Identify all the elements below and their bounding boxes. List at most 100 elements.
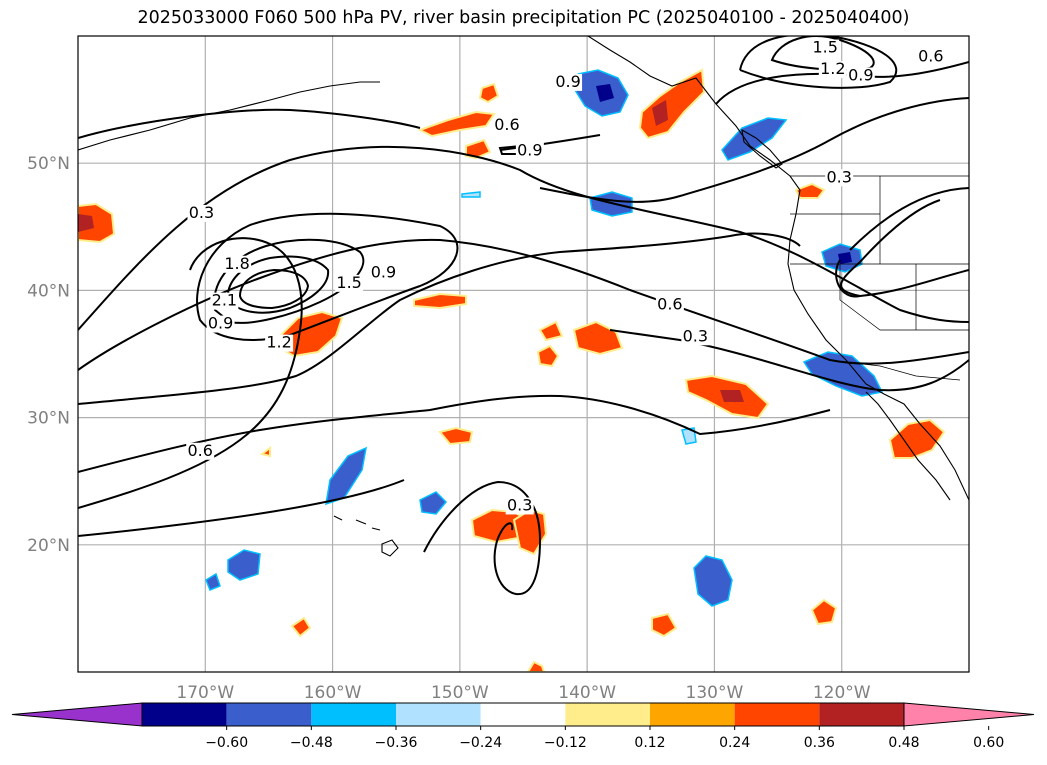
pv-contour-0.9 <box>78 232 801 405</box>
contour-labels: 0.30.60.90.91.82.11.50.91.20.60.60.31.51… <box>186 38 945 515</box>
pv-contour-0.6-south <box>78 394 831 473</box>
pv-contour-ne-1.5 <box>770 36 875 71</box>
pos-area-dateline <box>78 202 116 244</box>
coastlines <box>78 36 969 557</box>
contour-label-15: 0.6 <box>918 46 943 65</box>
positive-precip-areas <box>78 68 946 672</box>
pv-contours <box>78 36 969 596</box>
pv-contour-south-loop <box>423 480 542 596</box>
longitude-label-3: 140°W <box>558 683 616 703</box>
neg-area-small-1 <box>205 572 221 591</box>
contour-label-13: 1.2 <box>820 59 845 78</box>
contour-label-3: 0.9 <box>208 314 233 333</box>
colorbar-frame <box>141 702 905 727</box>
strong-neg-core-1 <box>596 84 614 102</box>
colorbar-segment-7 <box>650 703 735 726</box>
contour-label-18: 0.3 <box>507 495 532 514</box>
neg-area-subtropic-1 <box>325 446 367 506</box>
pos-area-small-south-1 <box>290 616 312 638</box>
pos-area-central-2 <box>538 320 564 342</box>
colorbar-tick-label-5: 0.12 <box>634 735 665 751</box>
contour-label-bg-8 <box>265 334 294 352</box>
colorbar-segment-2 <box>226 703 312 726</box>
latitude-label-2: 30°N <box>27 409 70 429</box>
longitude-label-4: 130°W <box>686 683 744 703</box>
contour-label-4: 1.8 <box>224 254 249 273</box>
contour-label-5: 2.1 <box>212 291 237 310</box>
pos-area-small-south-3 <box>810 598 838 626</box>
colorbar-tick-label-3: −0.24 <box>459 735 502 751</box>
contour-label-17: 0.3 <box>826 167 851 186</box>
contour-label-1: 0.6 <box>494 115 519 134</box>
strong-pos-core-1 <box>78 214 94 232</box>
colorbar-segment-8 <box>734 703 820 726</box>
contour-label-6: 1.5 <box>336 273 361 292</box>
contour-label-10: 0.6 <box>657 294 682 313</box>
contour-label-bg-3 <box>206 315 235 333</box>
pv-contour-2.1 <box>238 268 310 310</box>
contour-label-0: 0.3 <box>189 203 214 222</box>
colorbar-tick-label-8: 0.48 <box>888 735 919 751</box>
colorbar <box>11 702 1035 727</box>
contour-label-bg-1 <box>492 117 521 135</box>
colorbar-segment-9 <box>819 703 904 726</box>
neg-area-subtropic-2 <box>419 491 448 515</box>
longitude-label-2: 150°W <box>431 683 489 703</box>
latitude-label-0: 50°N <box>27 154 70 174</box>
hawaii-islands <box>333 515 399 557</box>
contour-label-14: 0.9 <box>848 66 873 85</box>
colorbar-tick-label-1: −0.48 <box>290 735 333 751</box>
pos-area-small-south-2 <box>651 612 678 638</box>
neg-area-bc-coast <box>721 117 788 161</box>
contour-label-bg-16 <box>554 73 583 91</box>
colorbar-tick-label-6: 0.24 <box>719 735 750 751</box>
contour-label-bg-5 <box>210 292 239 310</box>
contour-label-11: 0.3 <box>683 326 708 345</box>
longitude-label-1: 160°W <box>304 683 362 703</box>
colorbar-segment-5 <box>480 703 566 726</box>
colorbar-extend-min <box>11 702 143 727</box>
contour-label-bg-10 <box>655 296 684 314</box>
contour-label-bg-14 <box>846 67 875 85</box>
neg-area-hawaii-west <box>227 549 261 581</box>
contour-label-bg-15 <box>916 48 945 66</box>
latitude-label-1: 40°N <box>27 281 70 301</box>
pos-area-north-1 <box>478 82 500 104</box>
pv-contour-east-loop <box>835 187 969 298</box>
contour-label-8: 1.2 <box>266 333 291 352</box>
longitude-tick-labels: 170°W 160°W 150°W 140°W 130°W 120°W <box>176 683 870 703</box>
colorbar-tick-labels: −0.60 −0.48 −0.36 −0.24 −0.12 0.12 0.24 0.36 0.4… <box>205 726 1004 751</box>
contour-label-12: 1.5 <box>812 38 837 57</box>
longitude-label-5: 120°W <box>813 683 871 703</box>
north-america-coast <box>587 36 969 501</box>
map-background <box>78 36 969 672</box>
pos-area-central-1 <box>413 292 467 310</box>
contour-label-9: 0.6 <box>187 441 212 460</box>
contour-label-bg-6 <box>335 274 364 292</box>
latitude-tick-labels: 50°N 40°N 30°N 20°N <box>27 154 70 556</box>
map-layers: 0.30.60.90.91.82.11.50.91.20.60.60.31.51… <box>78 36 969 672</box>
pv-contour-south-base <box>78 479 405 537</box>
longitude-label-0: 170°W <box>176 683 234 703</box>
contour-label-bg-9 <box>186 442 215 460</box>
chart-title: 2025033000 F060 500 hPa PV, river basin … <box>137 8 910 28</box>
pos-area-tiny-1 <box>259 446 271 458</box>
pv-contour-1.2 <box>78 237 303 509</box>
contour-label-bg-17 <box>825 169 854 187</box>
colorbar-tick-label-7: 0.36 <box>804 735 835 751</box>
pos-area-north-2 <box>417 110 496 138</box>
colorbar-extend-max <box>903 702 1035 727</box>
contour-label-16: 0.9 <box>555 72 580 91</box>
pv-contour-0.6-north <box>78 108 601 151</box>
strong-neg-core-2 <box>838 252 852 264</box>
contour-label-2: 0.9 <box>517 141 542 160</box>
colorbar-tick-label-9: 0.60 <box>973 735 1004 751</box>
colorbar-segment-3 <box>311 703 396 726</box>
colorbar-tick-label-4: −0.12 <box>544 735 587 751</box>
colorbar-tick-label-0: −0.60 <box>205 735 248 751</box>
colorbar-segment-1 <box>142 703 227 726</box>
contour-label-bg-11 <box>681 328 710 346</box>
pos-area-baja <box>888 418 946 459</box>
contour-label-7: 0.9 <box>371 263 396 282</box>
contour-label-bg-4 <box>223 255 252 273</box>
